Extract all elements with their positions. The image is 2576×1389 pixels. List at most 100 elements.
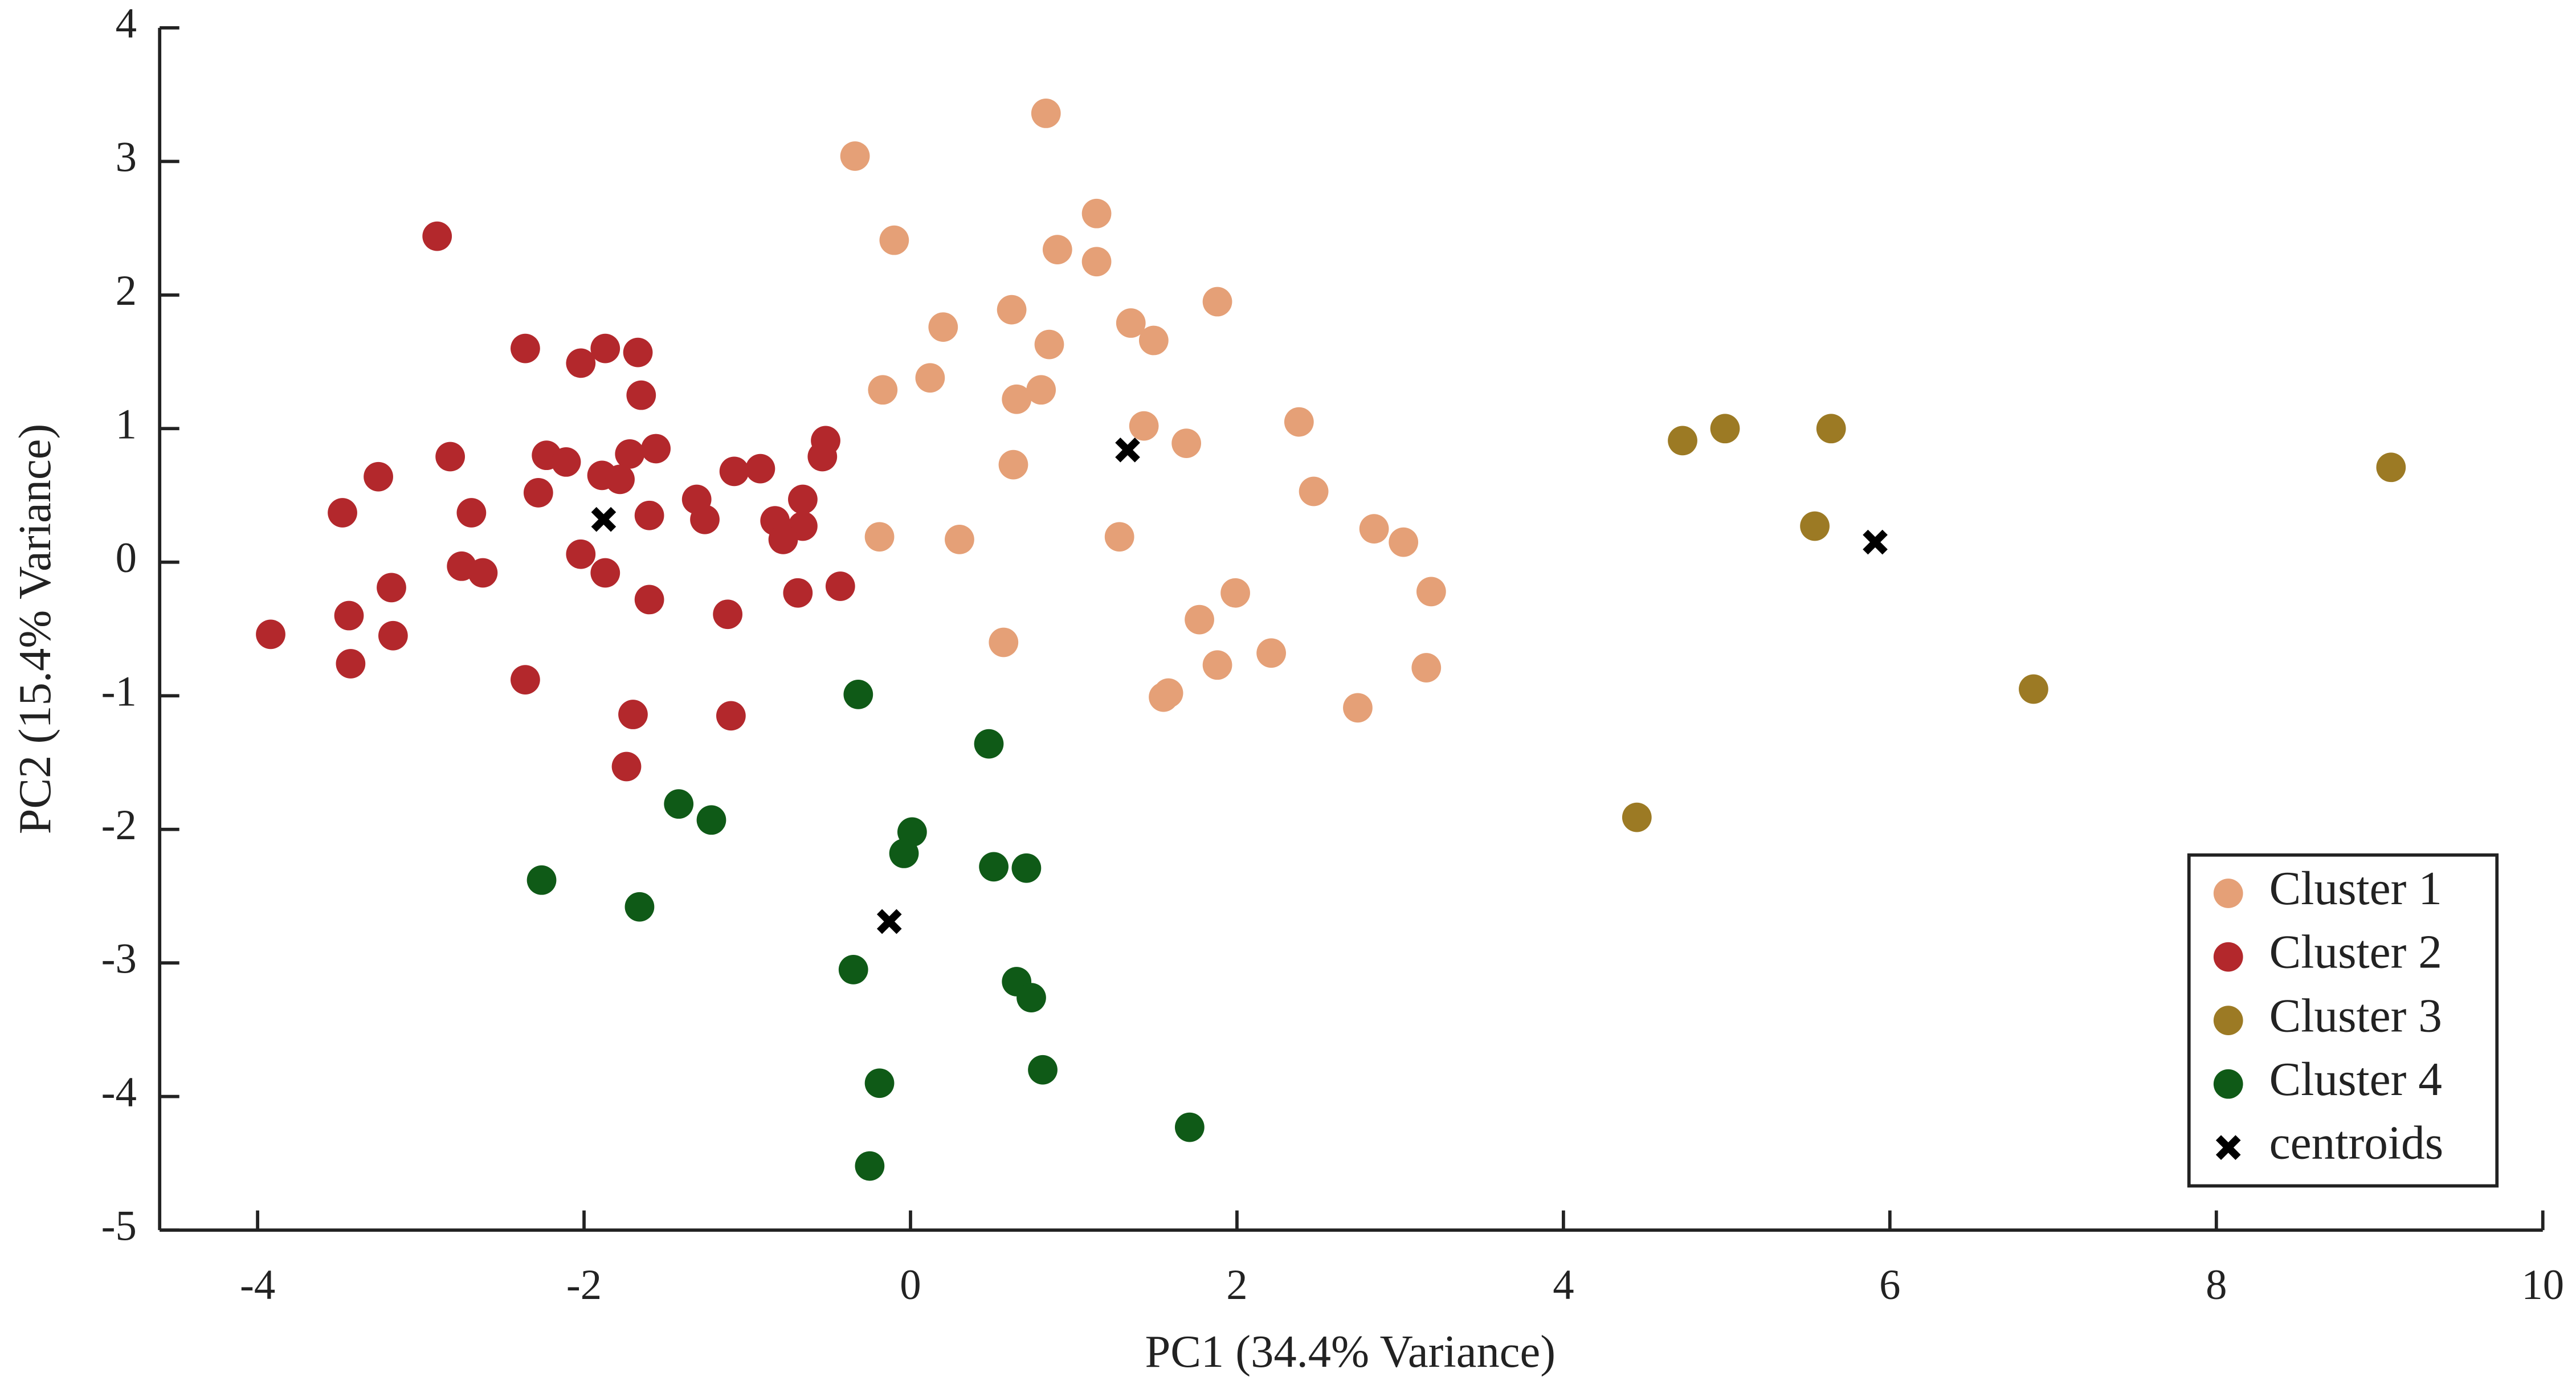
point bbox=[511, 665, 540, 694]
point bbox=[1026, 375, 1056, 405]
point bbox=[1002, 384, 1032, 414]
y-tick-label: -4 bbox=[101, 1069, 137, 1116]
point bbox=[456, 498, 487, 528]
point bbox=[838, 955, 868, 984]
point bbox=[928, 312, 958, 342]
x-axis-label: PC1 (34.4% Variance) bbox=[1145, 1326, 1556, 1377]
point bbox=[1389, 527, 1419, 557]
y-tick-label: 4 bbox=[116, 0, 137, 47]
point bbox=[605, 464, 635, 495]
series bbox=[1622, 414, 2406, 832]
point bbox=[864, 522, 895, 552]
y-axis-label: PC2 (15.4% Variance) bbox=[10, 424, 60, 835]
series bbox=[526, 680, 1205, 1181]
point bbox=[1668, 426, 1697, 456]
point bbox=[1171, 428, 1202, 458]
centroid-marker bbox=[1115, 437, 1140, 463]
point bbox=[624, 892, 655, 922]
point bbox=[868, 375, 898, 405]
point bbox=[1284, 407, 1314, 437]
point bbox=[879, 225, 909, 255]
point bbox=[435, 442, 466, 472]
centroid-marker bbox=[1863, 529, 1888, 555]
point bbox=[1416, 577, 1446, 607]
x-tick-label: -4 bbox=[240, 1261, 275, 1309]
point bbox=[1816, 414, 1846, 444]
point bbox=[889, 839, 919, 868]
legend-marker bbox=[2213, 1069, 2243, 1099]
point bbox=[807, 442, 838, 472]
point bbox=[716, 701, 746, 731]
series bbox=[591, 437, 1888, 934]
point bbox=[634, 500, 664, 530]
point bbox=[855, 1151, 885, 1181]
point bbox=[1622, 802, 1652, 832]
point bbox=[590, 558, 620, 588]
point bbox=[989, 627, 1019, 657]
point bbox=[864, 1068, 895, 1098]
point bbox=[825, 571, 855, 601]
legend: Cluster 1 Cluster 2 Cluster 3 Cluster 4 cent… bbox=[2187, 853, 2499, 1188]
legend-marker bbox=[2213, 942, 2243, 972]
point bbox=[664, 789, 694, 819]
point bbox=[590, 333, 620, 363]
x-tick-label: 6 bbox=[1879, 1261, 1900, 1309]
legend-label: Cluster 3 bbox=[2269, 990, 2442, 1042]
point bbox=[566, 539, 596, 569]
point bbox=[1202, 287, 1232, 317]
point bbox=[979, 852, 1009, 882]
legend-label: Cluster 2 bbox=[2269, 926, 2442, 979]
point bbox=[1031, 99, 1061, 128]
point bbox=[696, 805, 726, 835]
point bbox=[1202, 650, 1232, 680]
y-tick-label: -1 bbox=[101, 668, 137, 715]
point bbox=[1011, 853, 1042, 883]
series bbox=[840, 99, 1446, 723]
point bbox=[1299, 476, 1329, 506]
x-tick-label: -2 bbox=[566, 1261, 602, 1309]
point bbox=[634, 585, 664, 615]
point bbox=[1138, 325, 1169, 356]
point bbox=[719, 456, 749, 487]
x-tick-label: 0 bbox=[900, 1261, 921, 1309]
legend-marker bbox=[2213, 879, 2243, 908]
point bbox=[1116, 308, 1146, 338]
point bbox=[1220, 578, 1250, 608]
point bbox=[334, 600, 364, 631]
point bbox=[378, 620, 408, 651]
point bbox=[1042, 235, 1072, 264]
point bbox=[1800, 511, 1830, 541]
centroid-marker bbox=[876, 909, 902, 934]
point bbox=[915, 363, 945, 393]
point bbox=[945, 525, 974, 554]
legend-label: Cluster 4 bbox=[2269, 1053, 2442, 1106]
point bbox=[783, 578, 813, 608]
point bbox=[2019, 674, 2048, 704]
x-tick-label: 8 bbox=[2206, 1261, 2227, 1309]
point bbox=[523, 477, 553, 508]
legend-label: Cluster 1 bbox=[2269, 863, 2442, 915]
point bbox=[840, 141, 870, 171]
point bbox=[745, 454, 775, 484]
point bbox=[626, 380, 656, 410]
point bbox=[377, 573, 406, 603]
x-tick-label: 2 bbox=[1226, 1261, 1247, 1309]
y-tick-label: 2 bbox=[116, 267, 137, 314]
series bbox=[256, 221, 855, 782]
legend-marker bbox=[2213, 1006, 2243, 1035]
point bbox=[1034, 329, 1064, 359]
point bbox=[1174, 1112, 1205, 1142]
point bbox=[974, 729, 1004, 759]
legend-label: centroids bbox=[2269, 1117, 2444, 1169]
point bbox=[336, 649, 366, 679]
x-tick-label: 4 bbox=[1553, 1261, 1574, 1309]
point bbox=[422, 221, 452, 251]
y-tick-label: 3 bbox=[116, 134, 137, 181]
y-tick-label: -5 bbox=[101, 1202, 137, 1249]
point bbox=[611, 751, 642, 782]
point bbox=[468, 558, 498, 588]
legend-marker bbox=[2215, 1135, 2241, 1161]
point bbox=[998, 450, 1028, 480]
x-tick-label: 10 bbox=[2521, 1261, 2564, 1309]
